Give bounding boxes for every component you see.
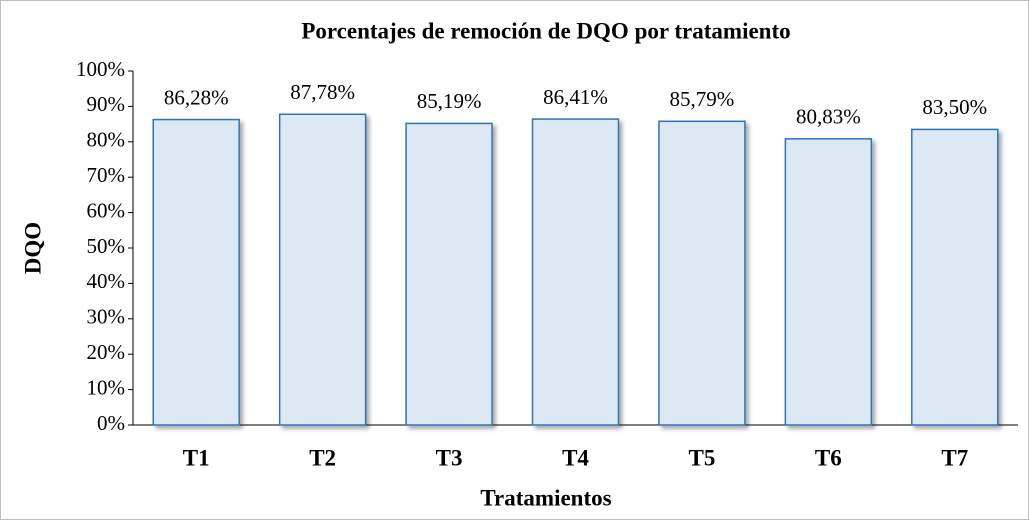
value-label: 86,28% bbox=[164, 85, 229, 109]
y-tick-label: 60% bbox=[87, 198, 126, 222]
value-label: 87,78% bbox=[290, 80, 355, 104]
value-label: 85,79% bbox=[670, 87, 735, 111]
value-label: 85,19% bbox=[417, 89, 482, 113]
bar bbox=[405, 122, 493, 426]
bar bbox=[911, 128, 999, 426]
y-tick-label: 100% bbox=[76, 57, 125, 81]
bar bbox=[531, 118, 620, 426]
y-axis-label: DQO bbox=[20, 222, 45, 274]
bar bbox=[152, 118, 240, 426]
bar bbox=[658, 120, 746, 426]
y-tick-label: 80% bbox=[87, 128, 126, 152]
chart-title: Porcentajes de remoción de DQO por trata… bbox=[301, 18, 790, 43]
y-tick-label: 90% bbox=[87, 92, 126, 116]
x-tick-label: T6 bbox=[815, 445, 842, 470]
value-label: 80,83% bbox=[796, 105, 861, 129]
y-tick-label: 70% bbox=[87, 163, 126, 187]
y-tick-label: 50% bbox=[87, 234, 126, 258]
y-tick-label: 10% bbox=[87, 375, 126, 399]
x-tick-label: T2 bbox=[309, 445, 336, 470]
x-axis-label: Tratamientos bbox=[480, 485, 611, 510]
x-tick-label: T5 bbox=[689, 445, 716, 470]
value-label: 83,50% bbox=[922, 95, 987, 119]
y-tick-label: 40% bbox=[87, 269, 126, 293]
x-tick-label: T3 bbox=[436, 445, 463, 470]
x-tick-label: T7 bbox=[941, 445, 968, 470]
y-tick-label: 0% bbox=[97, 411, 125, 435]
value-label: 86,41% bbox=[543, 85, 608, 109]
x-tick-label: T4 bbox=[562, 445, 589, 470]
bar bbox=[278, 113, 367, 426]
y-tick-label: 20% bbox=[87, 340, 126, 364]
bar bbox=[784, 138, 873, 426]
y-tick-label: 30% bbox=[87, 305, 126, 329]
x-tick-label: T1 bbox=[183, 445, 210, 470]
